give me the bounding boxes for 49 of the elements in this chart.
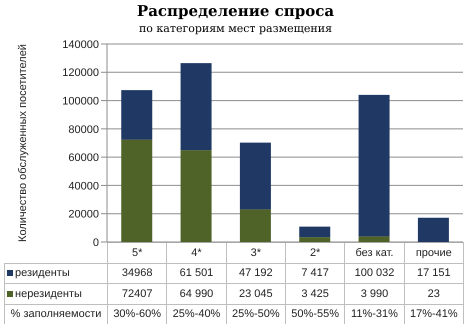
data-label: 3 990 <box>344 284 404 304</box>
data-label: 61 501 <box>166 263 226 284</box>
bar <box>418 218 449 242</box>
y-tick-label: 20000 <box>68 208 99 221</box>
data-label: 23 045 <box>226 284 286 304</box>
text: 11%-31% <box>344 304 404 324</box>
bar <box>299 226 330 238</box>
y-tick-label: 80000 <box>68 124 99 136</box>
data-label: 64 990 <box>166 284 226 304</box>
x-tick-label: 5* <box>108 242 167 263</box>
data-label: 7 417 <box>285 263 345 284</box>
y-tick-label: 0 <box>92 236 99 249</box>
data-label: 100 032 <box>344 263 404 284</box>
bar <box>240 209 271 242</box>
x-tick-label: без кат. <box>344 242 404 263</box>
text: % заполняемости <box>4 304 108 324</box>
bar <box>121 140 152 242</box>
y-tick-label: 60000 <box>68 152 99 164</box>
y-tick-label: 120000 <box>62 67 99 80</box>
x-tick-label: 2* <box>285 242 345 263</box>
y-axis-title: Количество обслуженных посетителей <box>16 44 29 242</box>
y-tick-label: 140000 <box>62 38 99 51</box>
bar <box>180 63 212 150</box>
bar <box>121 90 152 140</box>
x-tick-label: 3* <box>226 242 286 263</box>
chart-title: Распределение спроса <box>136 2 336 20</box>
bar <box>358 236 390 242</box>
legend-label: резиденты <box>4 263 108 284</box>
x-tick-label: 4* <box>166 242 226 263</box>
bar <box>358 94 390 236</box>
legend-label: нерезиденты <box>4 284 108 304</box>
bar <box>180 150 212 242</box>
data-label: 47 192 <box>226 263 286 284</box>
y-tick-label: 40000 <box>68 180 99 192</box>
text: 50%-55% <box>285 304 345 324</box>
x-tick-label: прочие <box>404 242 464 263</box>
data-label: 17 151 <box>404 263 464 284</box>
text: 30%-60% <box>108 304 167 324</box>
bar <box>299 237 330 242</box>
text: 25%-40% <box>166 304 226 324</box>
data-label: 3 425 <box>285 284 345 304</box>
bar <box>240 142 271 210</box>
text: 25%-50% <box>226 304 286 324</box>
data-label: 34968 <box>108 263 167 284</box>
text: 17%-41% <box>404 304 464 324</box>
y-tick-label: 100000 <box>62 95 99 108</box>
chart-subtitle: по категориям мест размещения <box>138 22 334 35</box>
data-label: 23 <box>404 284 464 304</box>
data-label: 72407 <box>108 284 167 304</box>
